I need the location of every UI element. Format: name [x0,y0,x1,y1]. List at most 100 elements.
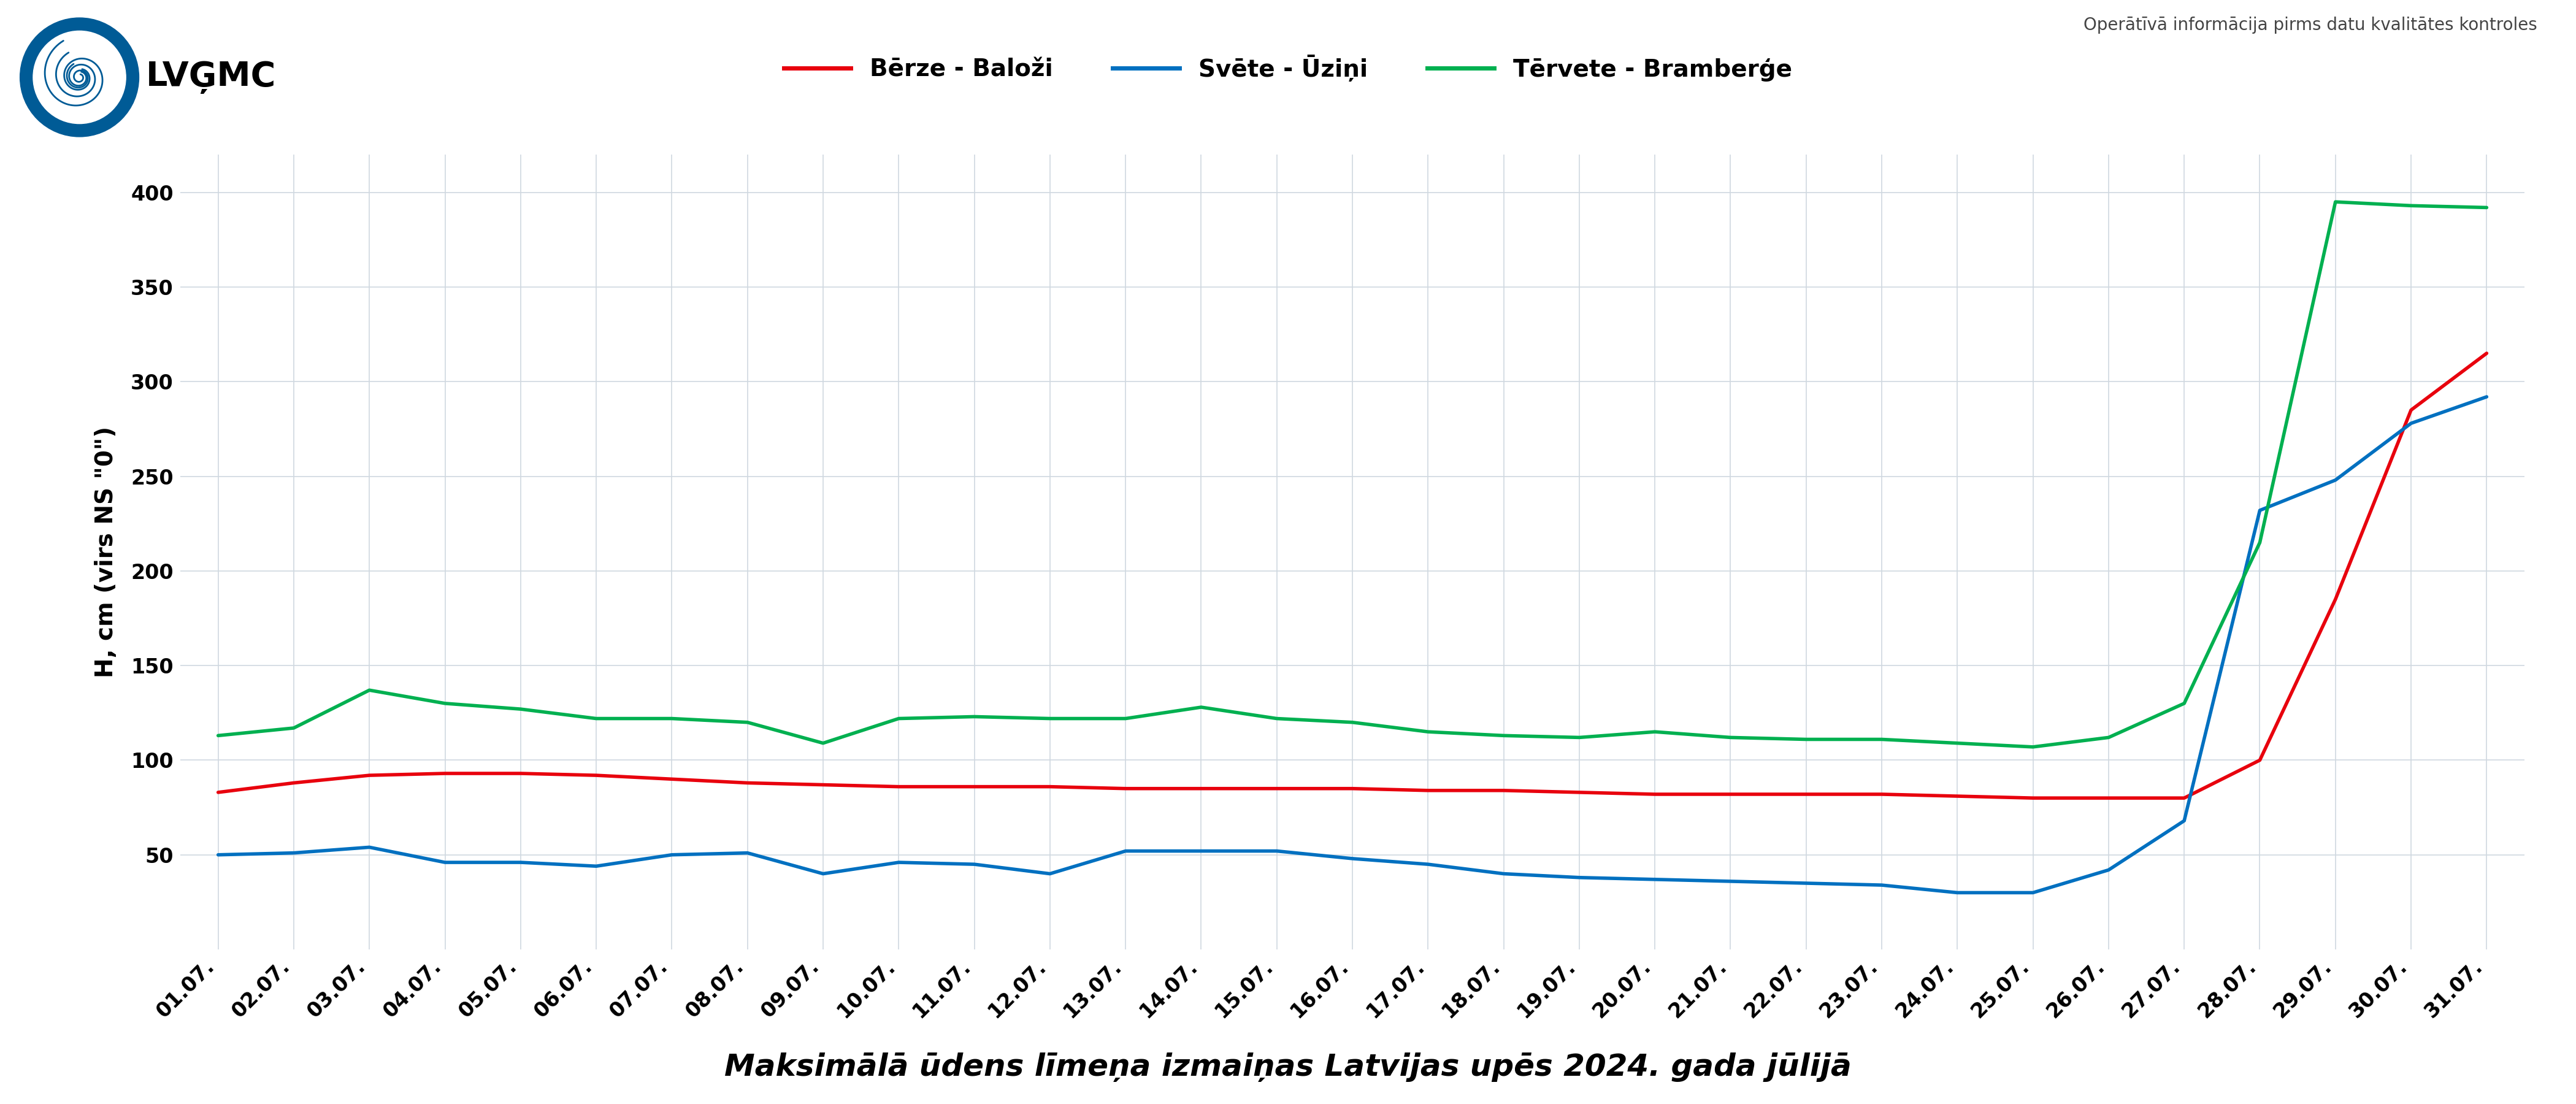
Circle shape [33,31,126,124]
Bērze - Baloži [505,767,536,781]
Tērvete - Bramberģe [2169,697,2200,710]
Bērze - Baloži [732,776,762,789]
Svēte - Ūziņi [1110,845,1141,858]
Bērze - Baloži [2396,403,2427,416]
Tērvete - Bramberģe [2094,731,2125,744]
Tērvete - Bramberģe [2017,741,2048,754]
Svēte - Ūziņi [1790,877,1821,890]
Bērze - Baloži [353,768,384,782]
Tērvete - Bramberģe [732,715,762,729]
Bērze - Baloži [1489,784,1520,797]
Svēte - Ūziņi [1337,852,1368,866]
Line: Bērze - Baloži: Bērze - Baloži [219,353,2486,798]
Tērvete - Bramberģe [1412,725,1443,739]
Bērze - Baloži [2169,792,2200,805]
Svēte - Ūziņi [884,856,914,869]
Text: LVĢMC: LVĢMC [147,61,276,94]
Y-axis label: H, cm (virs NS "0"): H, cm (virs NS "0") [95,426,118,678]
Bērze - Baloži [2094,792,2125,805]
Tērvete - Bramberģe [1638,725,1669,739]
Bērze - Baloži [1036,781,1066,794]
Svēte - Ūziņi [2321,474,2352,487]
Svēte - Ūziņi [1036,867,1066,880]
Bērze - Baloži [1412,784,1443,797]
Tērvete - Bramberģe [1942,736,1973,750]
Text: Operātīvā informācija pirms datu kvalitātes kontroles: Operātīvā informācija pirms datu kvalitā… [2084,17,2537,34]
Svēte - Ūziņi [505,856,536,869]
Svēte - Ūziņi [958,858,989,871]
Svēte - Ūziņi [2017,887,2048,900]
Svēte - Ūziņi [353,840,384,853]
Bērze - Baloži [1262,782,1293,795]
Svēte - Ūziņi [2470,390,2501,403]
Tērvete - Bramberģe [1716,731,1747,744]
Tērvete - Bramberģe [353,683,384,697]
Tērvete - Bramberģe [1865,733,1896,746]
Svēte - Ūziņi [1716,874,1747,888]
Tērvete - Bramberģe [1036,712,1066,725]
Svēte - Ūziņi [732,847,762,860]
Bērze - Baloži [809,778,840,792]
Bērze - Baloži [1942,789,1973,803]
Svēte - Ūziņi [1865,879,1896,892]
Svēte - Ūziņi [580,860,611,873]
Bērze - Baloži [884,781,914,794]
Bērze - Baloži [1110,782,1141,795]
Bērze - Baloži [1790,787,1821,800]
Bērze - Baloži [2244,754,2275,767]
Bērze - Baloži [278,776,309,789]
Bērze - Baloži [1865,787,1896,800]
Bērze - Baloži [1716,787,1747,800]
Svēte - Ūziņi [1942,887,1973,900]
Svēte - Ūziņi [278,847,309,860]
Tērvete - Bramberģe [1185,701,1216,714]
Svēte - Ūziņi [2396,416,2427,429]
Tērvete - Bramberģe [958,710,989,723]
Tērvete - Bramberģe [2244,535,2275,549]
Tērvete - Bramberģe [278,721,309,734]
Tērvete - Bramberģe [1790,733,1821,746]
Bērze - Baloži [204,786,234,799]
Tērvete - Bramberģe [2470,201,2501,214]
Bērze - Baloži [1337,782,1368,795]
Svēte - Ūziņi [1564,871,1595,884]
Tērvete - Bramberģe [505,702,536,715]
Bērze - Baloži [1638,787,1669,800]
Tērvete - Bramberģe [1110,712,1141,725]
Bērze - Baloži [580,768,611,782]
Tērvete - Bramberģe [1489,729,1520,742]
Tērvete - Bramberģe [2321,195,2352,209]
Bērze - Baloži [1564,786,1595,799]
Bērze - Baloži [657,773,688,786]
Svēte - Ūziņi [204,848,234,861]
Svēte - Ūziņi [1185,845,1216,858]
Bērze - Baloži [2470,347,2501,360]
Tērvete - Bramberģe [657,712,688,725]
Tērvete - Bramberģe [1262,712,1293,725]
Svēte - Ūziņi [2244,503,2275,517]
Bērze - Baloži [2321,593,2352,606]
Line: Tērvete - Bramberģe: Tērvete - Bramberģe [219,202,2486,747]
Svēte - Ūziņi [2169,814,2200,827]
Tērvete - Bramberģe [809,736,840,750]
Line: Svēte - Ūziņi: Svēte - Ūziņi [219,396,2486,893]
Tērvete - Bramberģe [430,697,461,710]
Bērze - Baloži [1185,782,1216,795]
Circle shape [21,18,139,137]
Tērvete - Bramberģe [204,729,234,742]
Svēte - Ūziņi [657,848,688,861]
Text: Maksimālā ūdens līmeņa izmaiņas Latvijas upēs 2024. gada jūlijā: Maksimālā ūdens līmeņa izmaiņas Latvijas… [724,1052,1852,1082]
Legend: Bērze - Baloži, Svēte - Ūziņi, Tērvete - Bramberģe: Bērze - Baloži, Svēte - Ūziņi, Tērvete -… [775,45,1801,92]
Tērvete - Bramberģe [1564,731,1595,744]
Bērze - Baloži [958,781,989,794]
Bērze - Baloži [430,767,461,781]
Svēte - Ūziņi [430,856,461,869]
Tērvete - Bramberģe [884,712,914,725]
Tērvete - Bramberģe [580,712,611,725]
Svēte - Ūziņi [2094,863,2125,877]
Svēte - Ūziņi [1412,858,1443,871]
Bērze - Baloži [2017,792,2048,805]
Svēte - Ūziņi [1638,873,1669,887]
Svēte - Ūziņi [809,867,840,880]
Svēte - Ūziņi [1489,867,1520,880]
